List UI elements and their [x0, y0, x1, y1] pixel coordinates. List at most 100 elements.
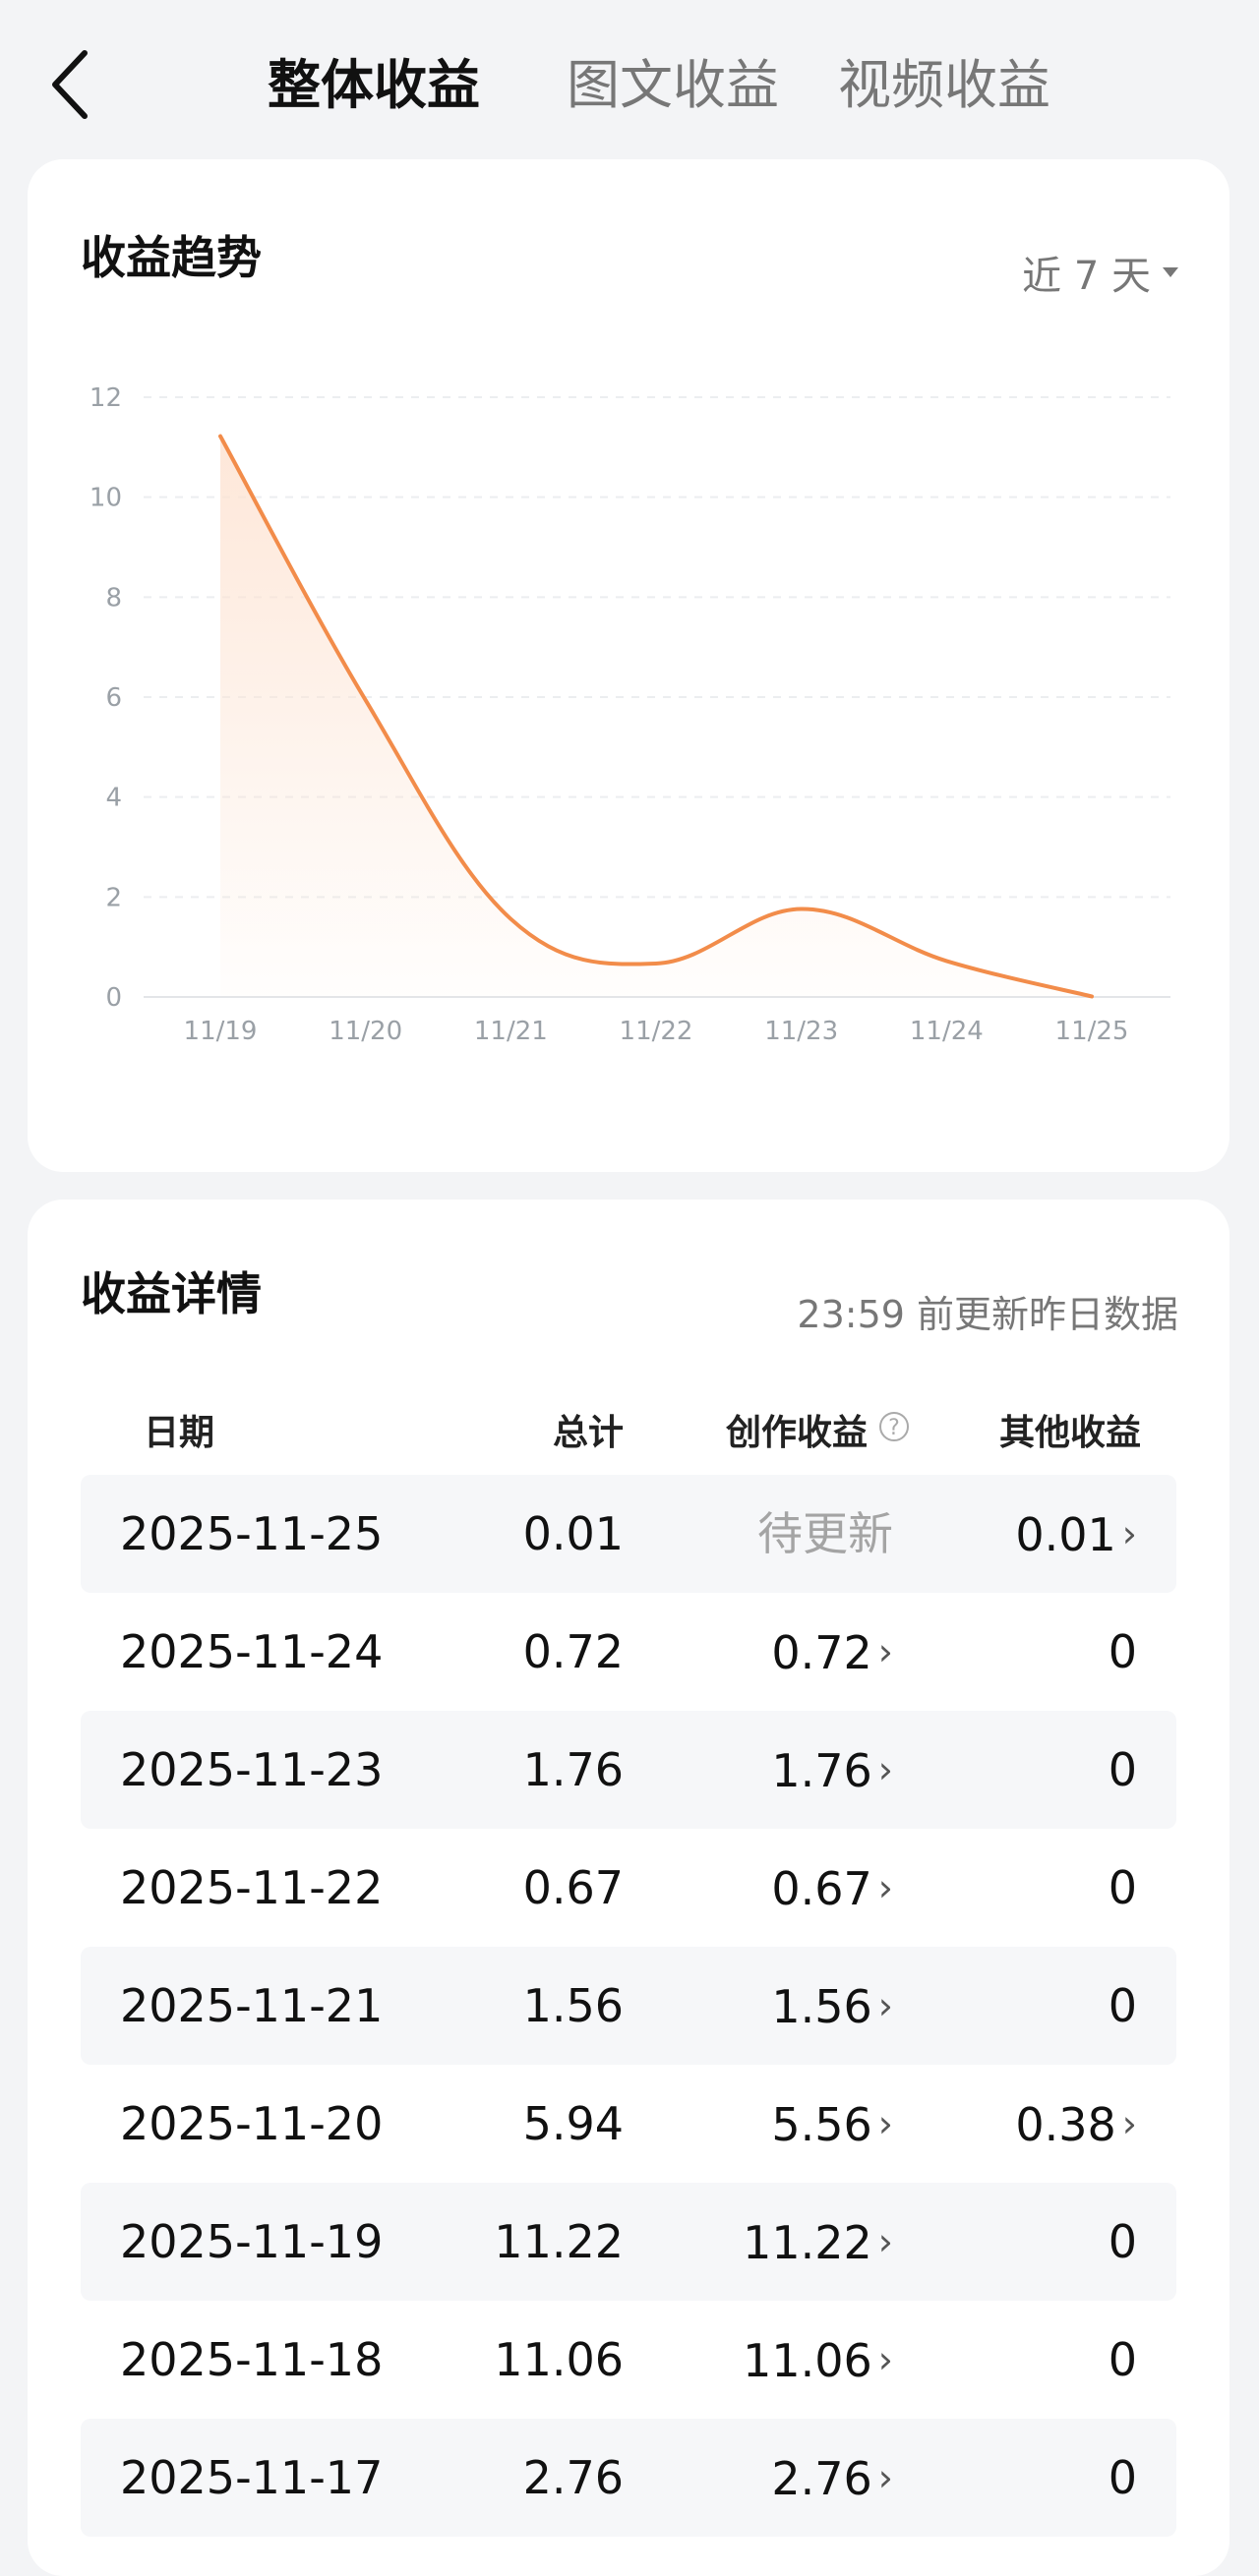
row-other-value: 0	[1108, 2451, 1137, 2504]
y-tick-label: 2	[105, 883, 122, 912]
row-creation-value: 1.76	[771, 1744, 872, 1797]
table-row: 2025-11-17 2.76 2.76 › 0	[81, 2419, 1176, 2537]
row-date: 2025-11-24	[120, 1625, 384, 1678]
date-range-selector[interactable]: 近 7 天	[1022, 244, 1178, 301]
table-row: 2025-11-24 0.72 0.72 › 0	[81, 1593, 1176, 1711]
row-creation-value: 2.76	[771, 2452, 872, 2505]
row-other-value: 0	[1108, 1625, 1137, 1678]
table-row: 2025-11-22 0.67 0.67 › 0	[81, 1829, 1176, 1947]
earnings-series-line	[218, 434, 1094, 999]
column-header-date: 日期	[144, 1413, 215, 1453]
x-tick-label: 11/22	[620, 1017, 693, 1046]
update-note: 23:59 前更新昨日数据	[797, 1293, 1178, 1336]
help-question-icon[interactable]: ?	[879, 1412, 910, 1441]
row-date: 2025-11-23	[120, 1743, 384, 1796]
row-total: 0.01	[522, 1507, 624, 1560]
tab-video-earnings[interactable]: 视频收益	[838, 54, 1050, 116]
table-row: 2025-11-25 0.01 待更新 0.01 ›	[81, 1475, 1176, 1593]
y-tick-label: 4	[105, 784, 122, 813]
details-title: 收益详情	[81, 1267, 262, 1320]
row-creation-value: 1.56	[771, 1980, 872, 2033]
row-creation-pending: 待更新	[757, 1507, 893, 1560]
row-date: 2025-11-25	[120, 1507, 384, 1560]
row-other-link[interactable]: 0.01 ›	[1015, 1502, 1137, 1566]
row-creation-link[interactable]: 11.06 ›	[743, 2328, 893, 2392]
row-creation-link[interactable]: 2.76 ›	[771, 2446, 893, 2510]
column-header-creation: 创作收益?	[726, 1404, 910, 1455]
top-nav-bar: 整体收益 图文收益 视频收益	[0, 0, 1259, 157]
row-total: 5.94	[522, 2097, 624, 2150]
row-creation-link[interactable]: 1.56 ›	[771, 1974, 893, 2038]
row-creation-value: 5.56	[771, 2098, 872, 2151]
row-total: 11.06	[494, 2333, 624, 2386]
row-total: 11.22	[494, 2215, 624, 2268]
tab-overall-earnings[interactable]: 整体收益	[268, 54, 480, 116]
chevron-right-icon: ›	[877, 2456, 893, 2499]
table-header: 日期 总计 创作收益? 其他收益	[81, 1396, 1176, 1453]
chevron-right-icon: ›	[877, 1984, 893, 2027]
earnings-details-card: 收益详情 23:59 前更新昨日数据 日期 总计 创作收益? 其他收益 2025…	[28, 1200, 1229, 2576]
y-tick-label: 6	[105, 683, 122, 713]
earnings-table-body: 2025-11-25 0.01 待更新 0.01 › 2025-11-24 0.7…	[81, 1475, 1176, 2537]
earnings-trend-card: 收益趋势 近 7 天 0 2 4 6 8 10 12 11/19 11/20 11/21 11/22…	[28, 159, 1229, 1172]
back-arrow-icon[interactable]	[45, 45, 104, 124]
column-header-other: 其他收益	[998, 1413, 1141, 1453]
trend-title: 收益趋势	[81, 231, 262, 284]
row-date: 2025-11-17	[120, 2451, 384, 2504]
y-tick-label: 0	[105, 983, 122, 1013]
table-row: 2025-11-20 5.94 5.56 › 0.38 ›	[81, 2065, 1176, 2183]
row-total: 0.72	[522, 1625, 624, 1678]
y-tick-label: 12	[90, 383, 122, 413]
row-other-value: 0	[1108, 1979, 1137, 2032]
x-tick-label: 11/21	[474, 1017, 548, 1046]
x-tick-label: 11/20	[329, 1017, 402, 1046]
chevron-right-icon: ›	[877, 2102, 893, 2145]
earnings-area-fill	[220, 436, 1092, 997]
row-creation-value: 11.06	[743, 2334, 872, 2387]
row-creation-link[interactable]: 5.56 ›	[771, 2092, 893, 2156]
row-date: 2025-11-20	[120, 2097, 384, 2150]
chevron-right-icon: ›	[877, 2220, 893, 2263]
x-tick-label: 11/24	[910, 1017, 984, 1046]
tab-image-text-earnings[interactable]: 图文收益	[567, 54, 779, 116]
y-tick-label: 10	[90, 484, 122, 513]
row-creation-link[interactable]: 0.72 ›	[771, 1620, 893, 1684]
date-range-label: 近 7 天	[1022, 254, 1151, 299]
table-row: 2025-11-21 1.56 1.56 › 0	[81, 1947, 1176, 2065]
chevron-right-icon: ›	[1121, 1512, 1137, 1555]
row-creation-value: 11.22	[743, 2216, 872, 2269]
table-row: 2025-11-23 1.76 1.76 › 0	[81, 1711, 1176, 1829]
row-creation-link[interactable]: 1.76 ›	[771, 1738, 893, 1802]
x-tick-label: 11/25	[1055, 1017, 1129, 1046]
x-tick-label: 11/23	[764, 1017, 838, 1046]
row-creation-link[interactable]: 0.67 ›	[771, 1856, 893, 1920]
row-other-value: 0	[1108, 2215, 1137, 2268]
row-creation-value: 0.67	[771, 1862, 872, 1915]
row-other-link[interactable]: 0.38 ›	[1015, 2092, 1137, 2156]
row-other-value: 0	[1108, 1743, 1137, 1796]
chevron-right-icon: ›	[877, 1748, 893, 1791]
y-tick-label: 8	[105, 583, 122, 613]
x-tick-label: 11/19	[184, 1017, 258, 1046]
chevron-right-icon: ›	[877, 2338, 893, 2381]
column-header-creation-label: 创作收益	[726, 1413, 869, 1453]
chevron-right-icon: ›	[877, 1866, 893, 1909]
row-total: 1.76	[522, 1743, 624, 1796]
row-creation-value: 0.72	[771, 1626, 872, 1679]
table-row: 2025-11-19 11.22 11.22 › 0	[81, 2183, 1176, 2301]
row-other-value: 0.38	[1015, 2098, 1116, 2151]
column-header-total: 总计	[552, 1413, 624, 1453]
chevron-right-icon: ›	[1121, 2102, 1137, 2145]
row-total: 1.56	[522, 1979, 624, 2032]
row-other-value: 0.01	[1015, 1508, 1116, 1561]
table-row: 2025-11-18 11.06 11.06 › 0	[81, 2301, 1176, 2419]
earnings-trend-chart: 0 2 4 6 8 10 12 11/19 11/20 11/21 11/22 11/23 11/24 1…	[90, 383, 1170, 1046]
row-date: 2025-11-18	[120, 2333, 384, 2386]
row-date: 2025-11-22	[120, 1861, 384, 1914]
row-date: 2025-11-21	[120, 1979, 384, 2032]
row-other-value: 0	[1108, 2333, 1137, 2386]
row-total: 0.67	[522, 1861, 624, 1914]
caret-down-icon	[1163, 267, 1178, 277]
row-total: 2.76	[522, 2451, 624, 2504]
row-creation-link[interactable]: 11.22 ›	[743, 2210, 893, 2274]
